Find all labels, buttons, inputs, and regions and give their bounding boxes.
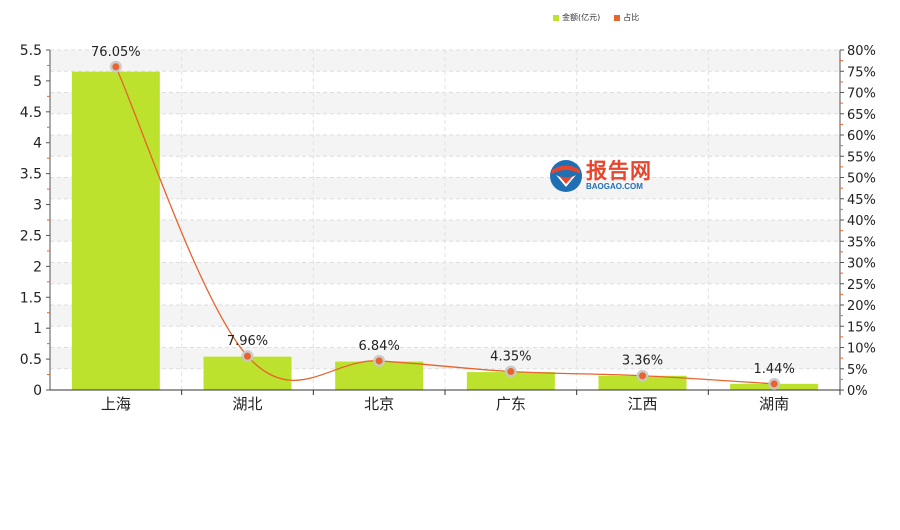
share-marker-广东 <box>507 368 515 376</box>
y-left-tick-label: 1.5 <box>20 290 42 306</box>
watermark-name-cn: 报告网 <box>586 158 652 183</box>
y-left-tick-label: 5.5 <box>20 43 42 59</box>
gridlines <box>50 49 840 390</box>
y-right-tick-label: 40% <box>847 214 876 229</box>
watermark-name-en: BAOGAO.COM <box>586 181 643 191</box>
y-right-tick-label: 20% <box>847 299 876 314</box>
grid-band <box>50 220 840 242</box>
x-tick-label: 上海 <box>101 395 131 413</box>
y-right-tick-label: 25% <box>847 278 876 293</box>
data-labels: 76.05% 7.96% 6.84% 4.35% 3.36% 1.44% <box>91 45 795 377</box>
y-right-tick-label: 75% <box>847 65 876 80</box>
grid-band <box>50 135 840 157</box>
share-marker-湖北 <box>244 352 251 360</box>
share-marker-湖南 <box>770 380 778 388</box>
y-right-tick-label: 70% <box>847 87 876 102</box>
grid-bands <box>50 50 840 369</box>
share-data-label: 4.35% <box>490 350 531 365</box>
y-left-tick-label: 4.5 <box>20 105 42 121</box>
x-tick-label: 湖北 <box>232 395 262 413</box>
share-data-label: 3.36% <box>622 354 663 369</box>
y-right-tick-label: 80% <box>847 44 876 59</box>
x-tick-label: 江西 <box>627 395 657 413</box>
grid-band <box>50 262 840 284</box>
legend-swatch-amount <box>553 14 559 21</box>
axes: 0 0.5 1 1.5 2 2.5 3 3.5 4 4.5 5 5.5 0% 5% 10% 15% 20% 25%… <box>20 43 876 413</box>
x-tick-label: 北京 <box>364 395 394 413</box>
y-left-tick-label: 3.5 <box>20 167 42 183</box>
legend-label-share: 占比 <box>623 13 640 22</box>
y-left-tick-label: 5 <box>33 74 42 90</box>
legend-swatch-share <box>614 14 621 21</box>
bar-上海 <box>71 71 160 391</box>
y-right-tick-label: 35% <box>847 235 876 250</box>
x-tick-label: 湖南 <box>759 395 789 413</box>
y-right-tick-label: 15% <box>847 320 876 335</box>
y-right-tick-label: 10% <box>847 342 876 357</box>
legend-item-amount[interactable]: 金额(亿元) <box>553 12 600 23</box>
y-left-tick-label: 0 <box>33 383 42 399</box>
bar-广东 <box>466 372 555 390</box>
bar-湖北 <box>203 356 292 390</box>
share-data-label: 7.96% <box>227 334 268 349</box>
y-right-tick-label: 60% <box>847 129 876 144</box>
y-right-tick-label: 45% <box>847 193 876 208</box>
line-series <box>109 60 781 390</box>
x-tick-label: 广东 <box>496 395 526 413</box>
y-left-tick-label: 0.5 <box>20 352 42 368</box>
chart-legend: 金额(亿元) 占比 <box>553 12 639 23</box>
y-left-tick-label: 3 <box>33 198 42 214</box>
y-right-tick-label: 65% <box>847 108 876 123</box>
y-right-tick-label: 0% <box>847 384 868 399</box>
legend-item-share[interactable]: 占比 <box>614 12 639 23</box>
share-data-label: 6.84% <box>359 339 400 354</box>
y-right-tick-label: 50% <box>847 172 876 187</box>
grid-band <box>50 177 840 199</box>
bar-江西 <box>598 375 687 390</box>
share-marker-江西 <box>639 372 646 380</box>
share-data-label: 1.44% <box>754 362 795 377</box>
y-left-tick-label: 4 <box>33 136 42 152</box>
y-left-tick-label: 2.5 <box>20 228 42 244</box>
grid-band <box>50 92 840 114</box>
legend-label-amount: 金额(亿元) <box>562 13 601 22</box>
share-marker-上海 <box>112 63 120 71</box>
share-data-label: 76.05% <box>91 45 141 60</box>
bar-series <box>71 71 819 391</box>
y-left-tick-label: 2 <box>33 259 42 275</box>
share-marker-北京 <box>375 357 383 365</box>
watermark-logo: 报告网 BAOGAO.COM <box>549 157 652 193</box>
baogao-logo-icon <box>550 160 582 192</box>
y-right-tick-label: 30% <box>847 257 876 272</box>
y-right-tick-label: 55% <box>847 150 876 165</box>
grid-band <box>50 305 840 327</box>
y-right-tick-label: 5% <box>847 363 868 378</box>
y-left-tick-label: 1 <box>33 321 42 337</box>
